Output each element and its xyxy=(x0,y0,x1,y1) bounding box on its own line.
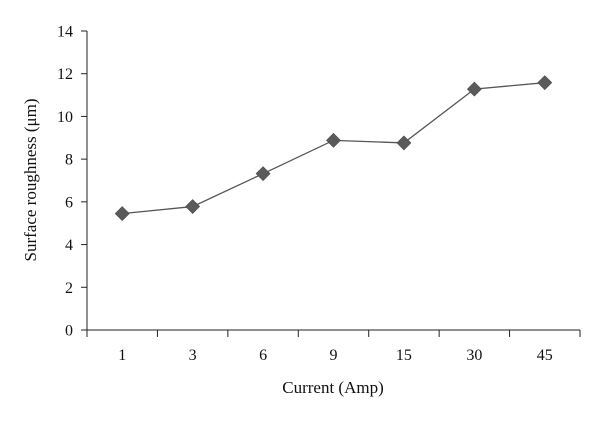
x-axis-label: Current (Amp) xyxy=(282,378,384,397)
data-point-marker xyxy=(537,75,553,91)
x-tick-label: 9 xyxy=(330,347,338,364)
data-point-marker xyxy=(114,206,130,222)
data-point-marker xyxy=(466,81,482,97)
y-tick-label: 4 xyxy=(65,237,73,254)
x-tick-label: 45 xyxy=(537,347,553,364)
y-tick-label: 6 xyxy=(65,194,73,211)
x-axis: 1 3 6 9 15 30 45 xyxy=(86,329,581,364)
y-axis-label: Surface roughness (μm) xyxy=(21,98,40,261)
x-tick-label: 6 xyxy=(259,347,267,364)
y-tick-label: 10 xyxy=(57,109,73,126)
y-tick-label: 14 xyxy=(57,24,73,41)
x-tick-label: 15 xyxy=(396,347,412,364)
x-tick-label: 3 xyxy=(189,347,197,364)
data-point-marker xyxy=(185,199,201,214)
x-tick-label: 30 xyxy=(466,347,482,364)
y-tick-label: 8 xyxy=(65,152,73,169)
data-point-marker xyxy=(255,166,271,182)
y-axis: 0 2 4 6 8 10 12 14 xyxy=(57,24,88,340)
y-tick-label: 2 xyxy=(65,280,73,297)
data-point-marker xyxy=(326,132,341,148)
x-tick-label: 1 xyxy=(118,347,126,364)
y-tick-label: 0 xyxy=(65,323,73,340)
y-tick-label: 12 xyxy=(57,66,73,83)
series-layer xyxy=(114,75,553,222)
data-point-marker xyxy=(396,135,412,151)
series-line xyxy=(122,82,545,215)
